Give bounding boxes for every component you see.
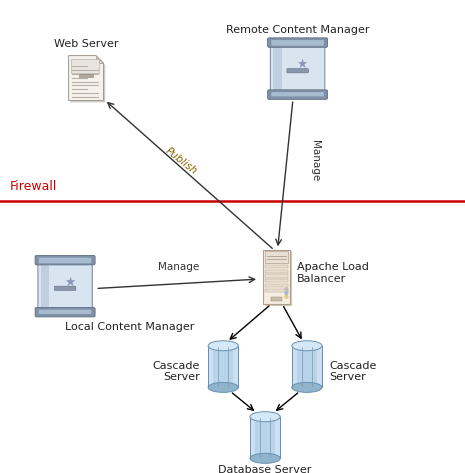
Bar (273, 43, 282, 95)
Bar (271, 298, 282, 301)
FancyBboxPatch shape (35, 307, 95, 317)
FancyBboxPatch shape (38, 257, 92, 315)
Ellipse shape (208, 341, 238, 351)
FancyBboxPatch shape (270, 40, 325, 97)
Text: Manage: Manage (159, 262, 199, 272)
Circle shape (285, 288, 288, 290)
Ellipse shape (292, 341, 322, 351)
Bar (208, 346, 213, 387)
Bar (317, 346, 322, 387)
FancyBboxPatch shape (287, 69, 308, 73)
Text: Database Server: Database Server (219, 465, 312, 473)
Polygon shape (69, 56, 103, 101)
Ellipse shape (250, 412, 280, 422)
Circle shape (285, 295, 288, 298)
Text: Firewall: Firewall (10, 180, 58, 193)
Text: Cascade
Server: Cascade Server (153, 360, 200, 382)
Text: Apache Load
Balancer: Apache Load Balancer (297, 262, 369, 284)
Bar (233, 346, 238, 387)
Bar (250, 417, 280, 458)
Bar (79, 74, 93, 77)
Bar (263, 250, 290, 304)
Bar (265, 284, 288, 287)
Ellipse shape (208, 382, 238, 393)
Bar (265, 279, 288, 282)
FancyBboxPatch shape (267, 38, 327, 47)
Text: Manage: Manage (310, 140, 320, 182)
Bar (72, 59, 99, 73)
FancyBboxPatch shape (272, 92, 324, 96)
Bar (265, 289, 288, 292)
Bar (292, 346, 322, 387)
Text: ★: ★ (297, 58, 308, 71)
FancyBboxPatch shape (54, 286, 76, 290)
Polygon shape (70, 58, 105, 103)
Text: Remote Content Manager: Remote Content Manager (226, 26, 369, 35)
Bar (265, 274, 288, 278)
FancyBboxPatch shape (39, 258, 91, 263)
Bar (208, 346, 238, 387)
Ellipse shape (292, 382, 322, 393)
Text: Local Content Manager: Local Content Manager (65, 322, 194, 332)
FancyBboxPatch shape (35, 255, 95, 265)
Bar (41, 260, 49, 312)
Text: Cascade
Server: Cascade Server (329, 360, 377, 382)
Bar (265, 265, 288, 268)
Text: Publish: Publish (164, 145, 199, 176)
Bar (265, 251, 288, 263)
Polygon shape (96, 56, 103, 63)
FancyBboxPatch shape (272, 40, 324, 46)
Circle shape (285, 291, 288, 294)
Text: Web Server: Web Server (54, 39, 118, 49)
Bar (265, 252, 292, 306)
Bar (250, 417, 255, 458)
Bar (292, 346, 297, 387)
FancyBboxPatch shape (39, 310, 91, 314)
Bar (275, 417, 280, 458)
Bar (265, 270, 288, 273)
Text: ★: ★ (64, 276, 75, 289)
FancyBboxPatch shape (267, 90, 327, 99)
Ellipse shape (250, 453, 280, 464)
